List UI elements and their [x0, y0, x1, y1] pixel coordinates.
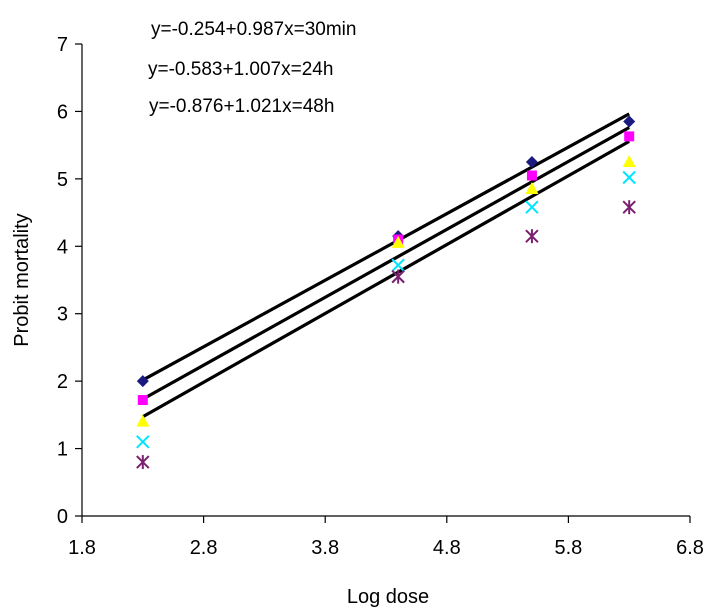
data-points: [136, 115, 636, 470]
y-tick-label: 2: [57, 371, 68, 393]
y-tick-label: 6: [57, 101, 68, 123]
fit-line: [142, 139, 630, 419]
data-point-diamond: [136, 375, 149, 388]
data-point-triangle: [622, 155, 636, 167]
x-stroke: [622, 170, 636, 185]
fit-lines: [142, 112, 630, 419]
data-point-triangle: [136, 414, 150, 427]
x-stroke: [391, 258, 405, 272]
x-tick-label: 2.8: [190, 537, 218, 559]
x-tick-label: 1.8: [68, 537, 96, 559]
y-tick-label: 4: [57, 236, 68, 258]
y-tick-label: 1: [57, 439, 68, 461]
data-point-x: [525, 200, 539, 214]
data-point-square: [624, 131, 635, 142]
equation-24h: y=-0.583+1.007x=24h: [148, 59, 333, 80]
x-stroke: [525, 200, 539, 214]
equation-30min: y=-0.254+0.987x=30min: [151, 19, 356, 40]
x-stroke: [136, 435, 150, 449]
y-tick-label: 5: [57, 169, 68, 191]
data-point-square: [137, 395, 148, 406]
data-point-x: [622, 170, 636, 185]
x-tick-label: 5.8: [554, 537, 582, 559]
data-point-diamond: [525, 156, 538, 168]
data-point-triangle: [391, 235, 405, 248]
x-tick-label: 3.8: [311, 537, 339, 559]
data-point-star: [136, 455, 150, 470]
equation-48h: y=-0.876+1.021x=48h: [149, 96, 334, 117]
data-point-diamond: [623, 115, 636, 128]
x-tick-labels: 1.8 2.8 3.8 4.8 5.8 6.8: [68, 537, 704, 559]
data-point-star: [525, 229, 539, 244]
data-point-x: [391, 258, 405, 272]
data-point-triangle: [525, 181, 539, 194]
fit-line: [142, 126, 630, 401]
equation-annotations: y=-0.254+0.987x=30min y=-0.583+1.007x=24…: [148, 19, 356, 117]
x-tick-label: 4.8: [433, 537, 461, 559]
y-tick-labels: 0 1 2 3 4 5 6 7: [57, 34, 68, 528]
x-axis-title: Log dose: [347, 586, 429, 608]
y-tick-label: 7: [57, 34, 68, 56]
axes: [75, 43, 691, 523]
data-point-square: [526, 170, 537, 181]
data-point-star: [391, 269, 405, 284]
y-tick-label: 3: [57, 304, 68, 326]
data-point-star: [622, 200, 636, 215]
fit-line: [142, 112, 630, 382]
x-tick-label: 6.8: [676, 537, 704, 559]
y-axis-title: Probit mortality: [11, 213, 33, 346]
y-tick-label: 0: [57, 506, 68, 528]
data-point-x: [136, 435, 150, 449]
